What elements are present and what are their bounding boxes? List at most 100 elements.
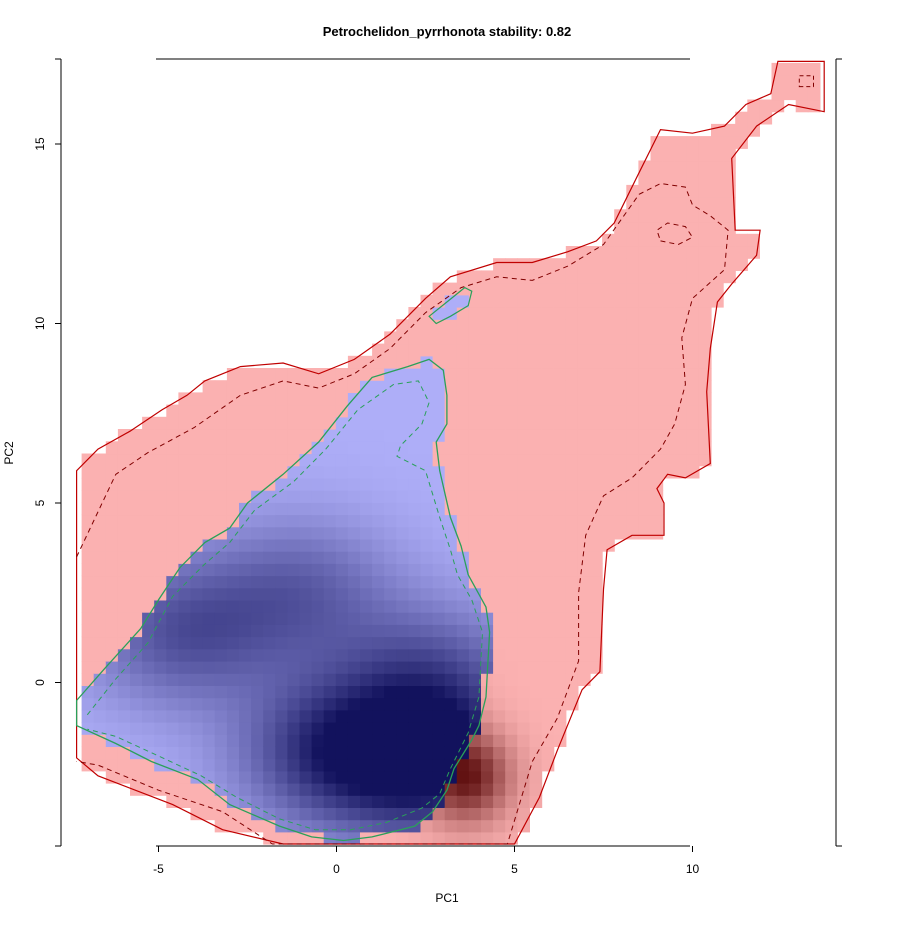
- heat-cell: [239, 685, 252, 699]
- heat-cell: [783, 75, 797, 88]
- heat-cell: [384, 331, 397, 345]
- heat-cell: [117, 490, 131, 503]
- heat-cell: [505, 282, 518, 296]
- heat-cell: [505, 538, 518, 552]
- heat-cell: [372, 368, 385, 381]
- heat-cell: [335, 673, 349, 686]
- heat-cell: [517, 685, 530, 699]
- heat-cell: [105, 453, 119, 467]
- heat-cell: [166, 551, 179, 564]
- heat-cell: [577, 612, 591, 625]
- heat-cell: [577, 575, 591, 589]
- heat-cell: [360, 599, 373, 613]
- heat-cell: [565, 624, 579, 638]
- heat-cell: [602, 477, 615, 491]
- heat-cell: [602, 355, 615, 369]
- heat-cell: [735, 246, 748, 259]
- heat-cell: [698, 270, 712, 284]
- heat-cell: [323, 465, 337, 479]
- heat-cell: [117, 685, 131, 699]
- heat-cell: [93, 490, 107, 503]
- heat-cell: [190, 551, 204, 564]
- heat-cell: [456, 612, 470, 625]
- heat-cell: [493, 282, 506, 296]
- heat-cell: [275, 380, 288, 393]
- heat-cell: [263, 746, 276, 760]
- heat-cell: [420, 368, 434, 381]
- heat-cell: [468, 612, 482, 625]
- heat-cell: [323, 758, 337, 772]
- heat-cell: [565, 380, 579, 393]
- heat-cell: [178, 526, 192, 540]
- heat-cell: [650, 404, 664, 418]
- heat-cell: [299, 599, 313, 613]
- heat-cell: [347, 526, 361, 540]
- heat-cell: [456, 685, 470, 699]
- heat-cell: [444, 819, 458, 833]
- heat-cell: [541, 648, 555, 662]
- heat-cell: [81, 661, 95, 674]
- heat-cell: [517, 709, 530, 723]
- heat-cell: [81, 685, 95, 699]
- heat-cell: [493, 831, 506, 845]
- heat-cell: [251, 770, 264, 784]
- heat-cell: [590, 575, 603, 589]
- heat-cell: [263, 502, 276, 516]
- heat-cell: [347, 709, 361, 723]
- heat-cell: [626, 197, 639, 210]
- heat-cell: [408, 551, 422, 564]
- heat-cell: [360, 538, 373, 552]
- heat-cell: [311, 746, 325, 760]
- heat-cell: [226, 685, 240, 699]
- heat-cell: [565, 429, 579, 442]
- heat-cell: [541, 404, 555, 418]
- heat-cell: [166, 502, 179, 516]
- heat-cell: [311, 551, 325, 564]
- heat-cell: [299, 648, 313, 662]
- heat-cell: [481, 758, 494, 772]
- heat-cell: [311, 612, 325, 625]
- heat-cell: [178, 709, 192, 723]
- heat-cell: [384, 636, 397, 650]
- heat-cell: [408, 319, 422, 332]
- heat-cell: [214, 404, 228, 418]
- heat-cell: [541, 477, 555, 491]
- heat-cell: [299, 612, 313, 625]
- heat-cell: [275, 551, 288, 564]
- heat-cell: [130, 636, 143, 650]
- heat-cell: [287, 758, 301, 772]
- heat-cell: [190, 770, 204, 784]
- heat-cell: [638, 453, 652, 467]
- heat-cell: [505, 563, 518, 577]
- heat-cell: [299, 685, 313, 699]
- heat-cell: [81, 575, 95, 589]
- heat-cell: [711, 209, 724, 223]
- heat-cell: [505, 258, 518, 271]
- heat-cell: [311, 538, 325, 552]
- heat-cell: [468, 526, 482, 540]
- heat-cell: [444, 599, 458, 613]
- heat-cell: [166, 490, 179, 503]
- heat-cell: [456, 722, 470, 735]
- heat-cell: [650, 368, 664, 381]
- heat-cell: [347, 807, 361, 821]
- heat-cell: [553, 624, 567, 638]
- heat-cell: [323, 734, 337, 747]
- heat-cell: [239, 380, 252, 393]
- heat-cell: [105, 624, 119, 638]
- heat-cell: [590, 563, 603, 577]
- heat-cell: [275, 392, 288, 406]
- heat-cell: [384, 831, 397, 845]
- heat-cell: [117, 465, 131, 479]
- heat-cell: [408, 831, 422, 845]
- y-tick-label: 5: [33, 499, 47, 506]
- heat-cell: [553, 538, 567, 552]
- heat-cell: [420, 734, 434, 747]
- heat-cell: [81, 599, 95, 613]
- heat-cell: [251, 685, 264, 699]
- heat-cell: [239, 599, 252, 613]
- heat-cell: [372, 734, 385, 747]
- heat-cell: [456, 709, 470, 723]
- heat-cell: [505, 416, 518, 430]
